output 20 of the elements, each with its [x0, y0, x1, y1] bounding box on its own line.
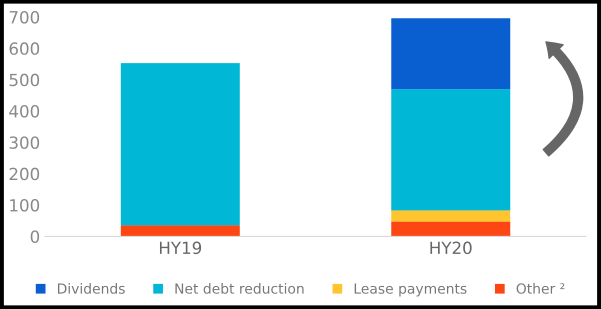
y-tick-label: 0 [30, 230, 40, 243]
y-tick-label: 700 [10, 10, 40, 24]
x-tick-label: HY20 [430, 242, 472, 254]
x-tick-label: HY19 [160, 242, 202, 254]
legend-label: Dividends [58, 283, 125, 294]
bar [391, 18, 510, 90]
y-tick-label: 100 [10, 199, 40, 212]
y-tick-label: 300 [10, 136, 40, 149]
y-tick-label: 400 [9, 104, 40, 118]
bar [391, 89, 510, 210]
bar [120, 225, 240, 236]
bar [120, 63, 240, 226]
legend-label: Lease payments [354, 283, 467, 296]
y-tick-label: 200 [10, 168, 40, 180]
y-tick-label: 500 [10, 74, 40, 86]
bar [391, 210, 510, 222]
bar [391, 222, 510, 236]
legend-label: Net debt reduction [175, 283, 304, 294]
legend-label: Other ² [516, 283, 564, 294]
y-tick-label: 600 [10, 42, 40, 55]
